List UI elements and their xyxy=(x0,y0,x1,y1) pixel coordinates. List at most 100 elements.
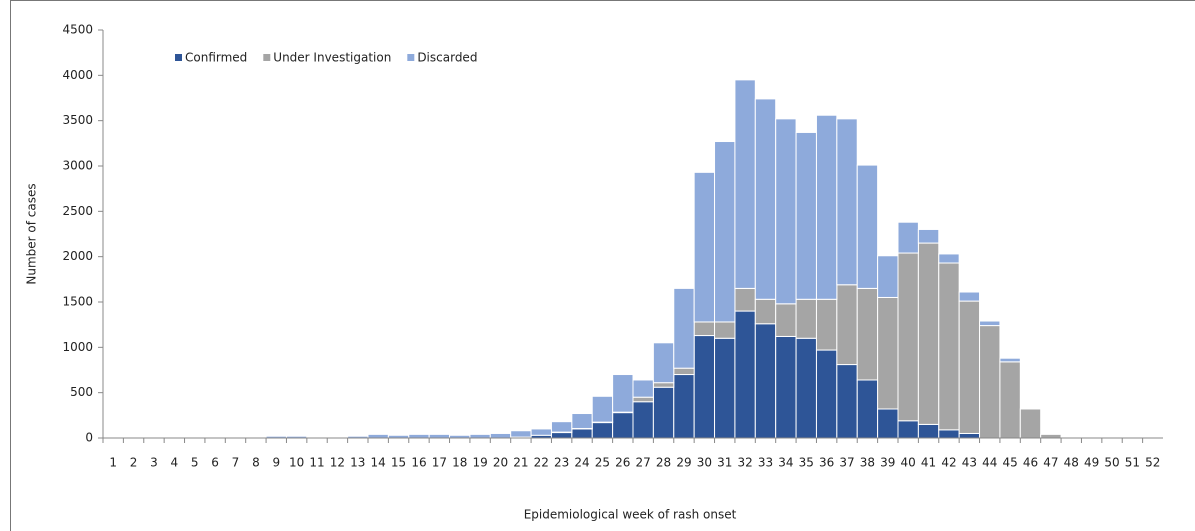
bar-segment xyxy=(754,323,777,439)
x-tick-label: 17 xyxy=(432,456,447,470)
x-tick-label: 11 xyxy=(309,456,324,470)
bar-segment xyxy=(693,335,716,439)
x-tick-label: 6 xyxy=(211,456,219,470)
legend-label: Discarded xyxy=(417,51,477,65)
bar-segment xyxy=(469,433,491,439)
bar-segment xyxy=(408,433,430,439)
bar-segment xyxy=(979,320,1001,327)
bar-segment xyxy=(1040,433,1062,439)
y-tick-label: 3000 xyxy=(62,159,93,173)
x-tick-label: 25 xyxy=(595,456,610,470)
bar-segment xyxy=(795,131,817,300)
bar-segment xyxy=(917,423,940,439)
x-tick-label: 8 xyxy=(252,456,260,470)
bar-segment xyxy=(897,252,919,422)
bar-segment xyxy=(1019,408,1042,439)
bar-segment xyxy=(754,298,777,325)
bar-segment xyxy=(673,374,695,439)
bar-segment xyxy=(999,357,1021,363)
x-tick-label: 35 xyxy=(799,456,814,470)
bar-segment xyxy=(530,428,552,436)
x-tick-label: 23 xyxy=(554,456,569,470)
bar-segment xyxy=(938,429,960,439)
x-tick-label: 38 xyxy=(860,456,875,470)
bar-segment xyxy=(367,433,389,439)
x-tick-label: 27 xyxy=(636,456,651,470)
bar-segment xyxy=(917,228,940,244)
bar-segment xyxy=(856,164,879,289)
bar-segment xyxy=(775,303,797,337)
bar-segment xyxy=(652,342,675,384)
bar-segment xyxy=(999,361,1021,439)
x-tick-label: 36 xyxy=(819,456,834,470)
bar-segment xyxy=(571,413,593,429)
x-tick-label: 20 xyxy=(493,456,508,470)
x-tick-label: 52 xyxy=(1145,456,1160,470)
bar-segment xyxy=(979,325,1001,439)
bar-segment xyxy=(510,430,532,438)
x-tick-label: 50 xyxy=(1104,456,1119,470)
x-tick-label: 9 xyxy=(272,456,280,470)
x-tick-label: 15 xyxy=(391,456,406,470)
bar-segment xyxy=(734,287,756,312)
legend-swatch xyxy=(175,54,182,61)
x-tick-label: 43 xyxy=(962,456,977,470)
bar-segment xyxy=(734,79,756,289)
bar-segment xyxy=(836,364,858,439)
bar-segment xyxy=(693,171,716,323)
bar-segment xyxy=(815,114,838,300)
bar-segment xyxy=(795,298,817,339)
y-tick-label: 1500 xyxy=(62,295,93,309)
x-tick-label: 13 xyxy=(350,456,365,470)
x-tick-label: 40 xyxy=(901,456,916,470)
y-tick-label: 0 xyxy=(85,431,93,445)
x-tick-label: 34 xyxy=(778,456,793,470)
y-tick-label: 3500 xyxy=(62,113,93,127)
x-tick-label: 22 xyxy=(534,456,549,470)
y-tick-label: 2500 xyxy=(62,204,93,218)
bar-segment xyxy=(917,242,940,425)
bar-segment xyxy=(632,379,654,398)
x-tick-label: 24 xyxy=(574,456,589,470)
bar-segment xyxy=(877,296,899,410)
bar-segment xyxy=(632,401,654,439)
bar-segment xyxy=(836,284,858,366)
x-tick-label: 5 xyxy=(191,456,199,470)
bar-segment xyxy=(836,118,858,286)
x-tick-label: 19 xyxy=(472,456,487,470)
bar-segment xyxy=(958,300,981,434)
x-tick-label: 26 xyxy=(615,456,630,470)
x-tick-label: 32 xyxy=(737,456,752,470)
x-tick-label: 12 xyxy=(330,456,345,470)
bar-segment xyxy=(958,432,981,439)
bar-segment xyxy=(550,432,573,439)
x-tick-label: 1 xyxy=(109,456,117,470)
bar-segment xyxy=(938,262,960,431)
bar-segment xyxy=(775,118,797,305)
x-tick-label: 3 xyxy=(150,456,158,470)
y-tick-label: 500 xyxy=(70,385,93,399)
x-tick-label: 18 xyxy=(452,456,467,470)
y-tick-label: 4000 xyxy=(62,68,93,82)
bar-segment xyxy=(877,255,899,298)
x-tick-label: 7 xyxy=(232,456,240,470)
bar-segment xyxy=(815,298,838,351)
y-axis-label: Number of cases xyxy=(25,183,39,284)
x-tick-label: 39 xyxy=(880,456,895,470)
bar-segment xyxy=(550,421,573,433)
bar-segment xyxy=(714,337,736,439)
x-tick-label: 31 xyxy=(717,456,732,470)
chart-frame xyxy=(10,0,1195,531)
x-tick-label: 44 xyxy=(982,456,997,470)
y-tick-label: 4500 xyxy=(62,23,93,37)
bar-segment xyxy=(897,221,919,254)
bar-segment xyxy=(775,335,797,439)
bar-segment xyxy=(632,396,654,403)
x-tick-label: 28 xyxy=(656,456,671,470)
x-tick-label: 42 xyxy=(941,456,956,470)
bar-segment xyxy=(714,321,736,339)
bar-segment xyxy=(815,349,838,439)
bar-segment xyxy=(754,98,777,300)
x-tick-label: 45 xyxy=(1002,456,1017,470)
